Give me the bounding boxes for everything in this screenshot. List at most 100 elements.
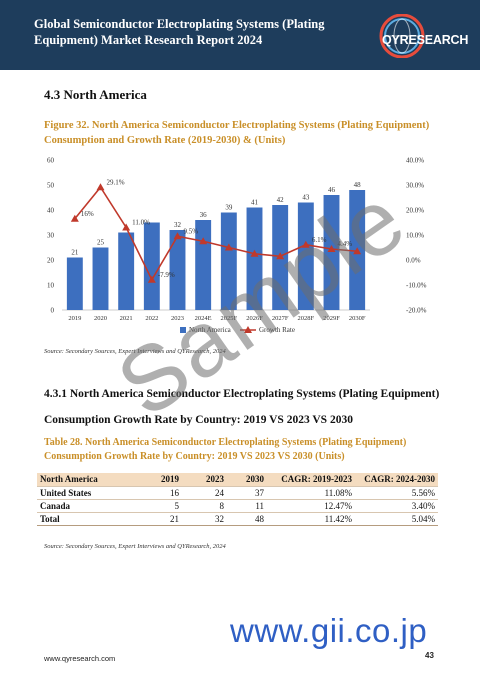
x-tick-label: 2030F — [349, 315, 366, 322]
logo-text: QYRESEARCH — [382, 33, 469, 47]
cell-country: Total — [37, 511, 142, 526]
x-tick-label: 2028F — [298, 315, 315, 322]
bar — [66, 257, 83, 310]
y-left-tick-label: 0 — [51, 307, 55, 315]
y-left-tick-label: 40 — [47, 207, 55, 215]
col-cagr-2024-2030: CAGR: 2024-2030 — [355, 473, 438, 486]
subsection-title-line1: 4.3.1 North America Semiconductor Electr… — [44, 388, 440, 400]
growth-rate-point — [96, 183, 105, 191]
figure-source: Source: Secondary Sources, Expert Interv… — [44, 348, 226, 355]
y-right-tick-label: 20.0% — [406, 207, 424, 215]
y-left-tick-label: 50 — [47, 182, 55, 190]
x-tick-label: 2025F — [221, 315, 238, 322]
bar — [92, 247, 109, 310]
consumption-growth-chart: 0 10 20 30 40 50 60 -20.0% -10.0% 0.0% 10.0% 20.0% 3… — [47, 157, 427, 335]
bar — [220, 212, 237, 310]
growth-rate-line — [74, 185, 358, 282]
growth-rate-point — [224, 243, 233, 251]
line-data-label: 4.4% — [338, 240, 353, 248]
bar — [169, 230, 186, 310]
x-tick-label: 2023 — [171, 315, 184, 322]
y-right-tick-label: 30.0% — [406, 182, 424, 190]
y-right-tick-label: 40.0% — [406, 157, 424, 165]
line-data-label: 9.5% — [184, 227, 199, 235]
line-data-label: 11.0% — [132, 219, 150, 227]
y-left-tick-label: 10 — [47, 282, 55, 290]
bar-data-label: 43 — [302, 194, 310, 202]
growth-rate-point — [301, 240, 310, 248]
bar-data-label: 39 — [225, 204, 233, 212]
table-source: Source: Secondary Sources, Expert Interv… — [44, 543, 226, 550]
bar-data-label: 46 — [328, 186, 336, 194]
col-2030: 2030 — [227, 473, 267, 486]
globe-icon — [379, 13, 425, 59]
bar-data-label: 41 — [251, 199, 259, 207]
subsection-title-line2: Consumption Growth Rate by Country: 2019… — [44, 414, 353, 426]
y-right-tick-label: 10.0% — [406, 232, 424, 240]
bar-data-label: 21 — [71, 249, 79, 257]
growth-rate-point — [276, 252, 285, 260]
cell-value: 8 — [182, 498, 227, 512]
footer-url[interactable]: www.qyresearch.com — [44, 654, 116, 663]
legend-line-marker — [244, 326, 252, 333]
bar — [143, 222, 160, 310]
table-row: United States 16 24 37 11.08% 5.56% — [37, 485, 438, 499]
cell-value: 3.40% — [355, 498, 438, 512]
report-header: Global Semiconductor Electroplating Syst… — [0, 0, 480, 70]
line-data-label: -7.9% — [158, 271, 175, 279]
bar — [246, 207, 263, 310]
col-region: North America — [37, 473, 142, 486]
legend-bar-label: North America — [189, 326, 232, 334]
cell-value: 21 — [142, 511, 182, 526]
x-tick-label: 2019 — [68, 315, 81, 322]
cell-value: 48 — [227, 511, 267, 526]
line-data-label: 29.1% — [107, 178, 125, 186]
line-data-label: 16% — [81, 210, 94, 218]
y-right-tick-label: 0.0% — [406, 257, 421, 265]
bar-data-label: 25 — [97, 239, 105, 247]
growth-rate-point — [199, 237, 208, 245]
col-2023: 2023 — [182, 473, 227, 486]
cell-value: 16 — [142, 485, 182, 499]
cell-country: Canada — [37, 498, 142, 512]
qyresearch-logo: QYRESEARCH — [366, 13, 469, 59]
page-number: 43 — [425, 651, 434, 660]
bar-data-label: 42 — [277, 196, 285, 204]
table-row-total: Total 21 32 48 11.42% 5.04% — [37, 511, 438, 526]
col-2019: 2019 — [142, 473, 182, 486]
table-caption: Table 28. North America Semiconductor El… — [44, 437, 407, 462]
gii-url[interactable]: www.gii.co.jp — [230, 612, 428, 649]
cell-value: 5 — [142, 498, 182, 512]
cell-value: 37 — [227, 485, 267, 499]
growth-rate-point — [250, 249, 259, 257]
col-cagr-2019-2023: CAGR: 2019-2023 — [267, 473, 355, 486]
cell-value: 11.08% — [267, 485, 355, 499]
cell-value: 11.42% — [267, 511, 355, 526]
bar — [118, 232, 135, 310]
growth-rate-point — [173, 232, 182, 240]
cell-value: 12.47% — [267, 498, 355, 512]
x-tick-label: 2029F — [323, 315, 340, 322]
y-right-tick-label: -20.0% — [406, 307, 427, 315]
x-tick-label: 2020 — [94, 315, 107, 322]
growth-rate-point — [70, 214, 79, 222]
bar-data-label: 48 — [354, 181, 362, 189]
legend-line-label: Growth Rate — [259, 326, 295, 334]
figure-caption: Figure 32. North America Semiconductor E… — [44, 120, 430, 146]
x-tick-label: 2021 — [120, 315, 133, 322]
bar — [323, 195, 340, 310]
growth-rate-point — [327, 245, 336, 252]
bar — [297, 202, 314, 310]
cell-country: United States — [37, 485, 142, 499]
country-growth-table: North America 2019 2023 2030 CAGR: 2019-… — [37, 473, 438, 526]
x-tick-label: 2027F — [272, 315, 289, 322]
legend-bar-swatch — [180, 327, 186, 333]
growth-rate-point — [353, 247, 362, 255]
x-tick-label: 2024E — [195, 315, 212, 322]
bar-data-label: 32 — [174, 221, 182, 229]
y-left-tick-label: 20 — [47, 257, 55, 265]
table-row: Canada 5 8 11 12.47% 3.40% — [37, 498, 438, 512]
line-data-label: 6.1% — [312, 236, 327, 244]
y-left-tick-label: 60 — [47, 157, 55, 165]
growth-rate-point — [147, 275, 156, 283]
